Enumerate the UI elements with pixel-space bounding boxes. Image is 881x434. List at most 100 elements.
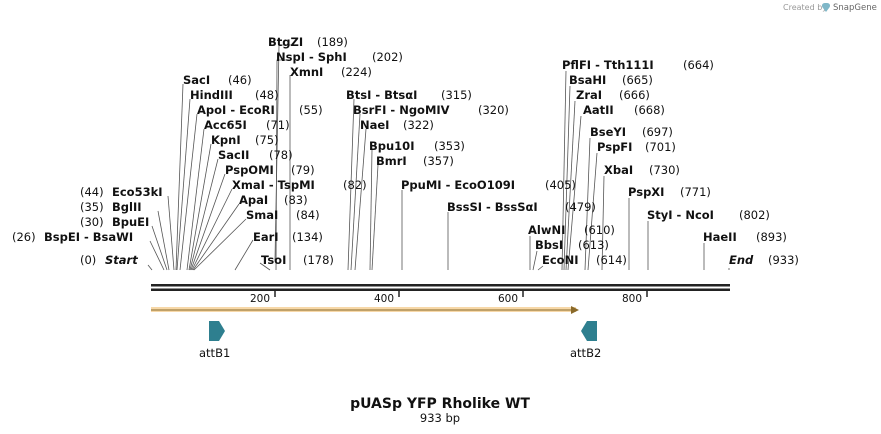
enzyme-position: (730)	[649, 163, 680, 177]
enzyme-name: Bpu10I	[369, 139, 414, 153]
enzyme-position: (44)	[80, 185, 104, 199]
tick-label: 800	[622, 293, 642, 305]
enzyme-position: (71)	[266, 118, 290, 132]
enzyme-position: (701)	[645, 140, 676, 154]
enzyme-name: StyI - NcoI	[647, 208, 714, 222]
end-label: End	[729, 253, 754, 267]
enzyme-position: (893)	[756, 230, 787, 244]
tick-label: 200	[250, 293, 270, 305]
end-position: (933)	[768, 253, 799, 267]
enzyme-position: (83)	[284, 193, 308, 207]
enzyme-name: BsaHI	[569, 73, 606, 87]
enzyme-name: AatII	[583, 103, 614, 117]
feature-attb1: attB1	[199, 321, 230, 360]
enzyme-name: XmaI - TspMI	[232, 178, 315, 192]
enzyme-position: (613)	[578, 238, 609, 252]
enzyme-position: (84)	[296, 208, 320, 222]
enzyme-name: ApoI - EcoRI	[197, 103, 275, 117]
enzyme-position: (405)	[545, 178, 576, 192]
enzyme-position: (78)	[269, 148, 293, 162]
enzyme-name: BspEI - BsaWI	[44, 230, 133, 244]
enzyme-name: ApaI	[239, 193, 268, 207]
enzyme-name: PspXI	[628, 185, 664, 199]
enzyme-position: (79)	[291, 163, 315, 177]
enzyme-name: EarI	[253, 230, 279, 244]
sequence-backbone	[151, 284, 730, 291]
enzyme-position: (82)	[343, 178, 367, 192]
enzyme-position: (48)	[255, 88, 279, 102]
enzyme-name: SacII	[218, 148, 249, 162]
enzyme-name: SmaI	[246, 208, 278, 222]
enzyme-name: BseYI	[590, 125, 626, 139]
enzyme-name: BpuEI	[112, 215, 149, 229]
enzyme-name: ZraI	[576, 88, 602, 102]
enzyme-name: PflFI - Tth111I	[562, 58, 654, 72]
enzyme-position: (35)	[80, 200, 104, 214]
tick-label: 400	[374, 293, 394, 305]
enzyme-name: BbsI	[535, 238, 563, 252]
ruler-ticks: 200 400 600 800	[250, 290, 648, 305]
feature-attb2: attB2	[570, 321, 601, 360]
enzyme-position: (46)	[228, 73, 252, 87]
enzyme-labels: BtgZI (189) NspI - SphI (202) XmnI (224)…	[12, 35, 799, 267]
enzyme-name: BssSI - BssSαI	[447, 200, 538, 214]
enzyme-position: (353)	[434, 139, 465, 153]
enzyme-name: HaeII	[703, 230, 737, 244]
enzyme-position: (315)	[441, 88, 472, 102]
enzyme-position: (320)	[478, 103, 509, 117]
enzyme-name: PpuMI - EcoO109I	[401, 178, 515, 192]
enzyme-position: (357)	[423, 154, 454, 168]
enzyme-name: TsoI	[261, 253, 286, 267]
map-length: 933 bp	[420, 411, 460, 425]
enzyme-position: (178)	[303, 253, 334, 267]
enzyme-name: PspFI	[597, 140, 632, 154]
enzyme-position: (202)	[372, 50, 403, 64]
enzyme-position: (802)	[739, 208, 770, 222]
enzyme-position: (668)	[634, 103, 665, 117]
enzyme-name: NspI - SphI	[276, 50, 347, 64]
enzyme-position: (55)	[299, 103, 323, 117]
enzyme-name: NaeI	[360, 118, 389, 132]
attb2-arrow-icon	[581, 321, 597, 341]
map-title: pUASp YFP Rholike WT	[350, 396, 530, 412]
enzyme-name: BtsI - BtsαI	[346, 88, 417, 102]
enzyme-name: BsrFI - NgoMIV	[353, 103, 450, 117]
enzyme-name: Eco53kI	[112, 185, 163, 199]
enzyme-name: Acc65I	[204, 118, 247, 132]
enzyme-position: (134)	[292, 230, 323, 244]
credit-text: Created by	[783, 3, 827, 12]
enzyme-name: HindIII	[190, 88, 233, 102]
enzyme-position: (666)	[619, 88, 650, 102]
enzyme-name: EcoNI	[542, 253, 578, 267]
enzyme-position: (610)	[584, 223, 615, 237]
enzyme-name: BglII	[112, 200, 142, 214]
start-position: (0)	[80, 253, 96, 267]
orf-arrow	[151, 306, 579, 314]
enzyme-name: KpnI	[211, 133, 241, 147]
enzyme-position: (322)	[403, 118, 434, 132]
enzyme-position: (224)	[341, 65, 372, 79]
enzyme-position: (479)	[565, 200, 596, 214]
enzyme-position: (30)	[80, 215, 104, 229]
enzyme-position: (26)	[12, 230, 36, 244]
enzyme-name: SacI	[183, 73, 210, 87]
enzyme-position: (771)	[680, 185, 711, 199]
enzyme-position: (664)	[683, 58, 714, 72]
enzyme-leader-lines	[147, 44, 730, 271]
enzyme-position: (189)	[317, 35, 348, 49]
enzyme-position: (665)	[622, 73, 653, 87]
enzyme-position: (697)	[642, 125, 673, 139]
snapgene-logo-icon	[821, 3, 831, 12]
enzyme-name: PspOMI	[225, 163, 274, 177]
attb2-label: attB2	[570, 346, 601, 360]
tick-label: 600	[498, 293, 518, 305]
enzyme-name: BtgZI	[268, 35, 303, 49]
credit-brand: SnapGene	[833, 3, 877, 13]
attb1-label: attB1	[199, 346, 230, 360]
enzyme-name: XmnI	[290, 65, 323, 79]
enzyme-name: XbaI	[604, 163, 633, 177]
enzyme-position: (614)	[596, 253, 627, 267]
enzyme-name: BmrI	[376, 154, 407, 168]
enzyme-position: (75)	[255, 133, 279, 147]
